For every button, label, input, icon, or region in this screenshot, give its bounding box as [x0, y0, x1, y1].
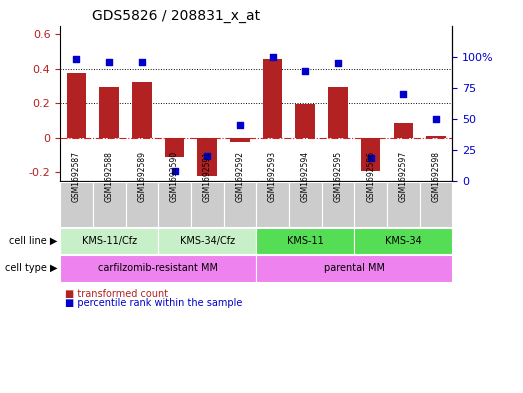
- Point: [72, 56, 81, 62]
- Bar: [198, 138, 217, 176]
- Point: [334, 60, 342, 66]
- Bar: [263, 59, 282, 138]
- Point: [268, 53, 277, 60]
- Point: [105, 59, 113, 65]
- Point: [170, 168, 179, 174]
- Text: GSM1692588: GSM1692588: [105, 151, 113, 202]
- Bar: [426, 136, 446, 138]
- Text: GSM1692591: GSM1692591: [203, 151, 212, 202]
- Point: [432, 116, 440, 122]
- Bar: [67, 73, 86, 138]
- Text: KMS-34/Cfz: KMS-34/Cfz: [180, 236, 235, 246]
- Text: GSM1692595: GSM1692595: [334, 151, 343, 202]
- Text: cell type ▶: cell type ▶: [5, 263, 58, 274]
- Text: GSM1692592: GSM1692592: [235, 151, 244, 202]
- Text: GSM1692598: GSM1692598: [431, 151, 440, 202]
- Point: [301, 68, 310, 75]
- Text: GDS5826 / 208831_x_at: GDS5826 / 208831_x_at: [92, 9, 259, 23]
- Point: [203, 153, 211, 159]
- Text: ■ percentile rank within the sample: ■ percentile rank within the sample: [65, 298, 243, 309]
- Bar: [165, 138, 185, 158]
- Text: ■ transformed count: ■ transformed count: [65, 288, 168, 299]
- Text: GSM1692587: GSM1692587: [72, 151, 81, 202]
- Text: GSM1692589: GSM1692589: [138, 151, 146, 202]
- Text: GSM1692594: GSM1692594: [301, 151, 310, 202]
- Bar: [328, 87, 348, 138]
- Bar: [361, 138, 381, 171]
- Bar: [295, 104, 315, 138]
- Text: GSM1692593: GSM1692593: [268, 151, 277, 202]
- Text: GSM1692596: GSM1692596: [366, 151, 375, 202]
- Text: KMS-11: KMS-11: [287, 236, 324, 246]
- Text: KMS-11/Cfz: KMS-11/Cfz: [82, 236, 137, 246]
- Text: cell line ▶: cell line ▶: [9, 236, 58, 246]
- Point: [399, 91, 407, 97]
- Bar: [230, 138, 250, 142]
- Text: KMS-34: KMS-34: [385, 236, 422, 246]
- Point: [236, 122, 244, 128]
- Bar: [132, 82, 152, 138]
- Point: [138, 59, 146, 65]
- Text: carfilzomib-resistant MM: carfilzomib-resistant MM: [98, 263, 218, 274]
- Bar: [393, 123, 413, 138]
- Text: GSM1692597: GSM1692597: [399, 151, 408, 202]
- Text: parental MM: parental MM: [324, 263, 385, 274]
- Bar: [99, 87, 119, 138]
- Text: GSM1692590: GSM1692590: [170, 151, 179, 202]
- Point: [367, 155, 375, 162]
